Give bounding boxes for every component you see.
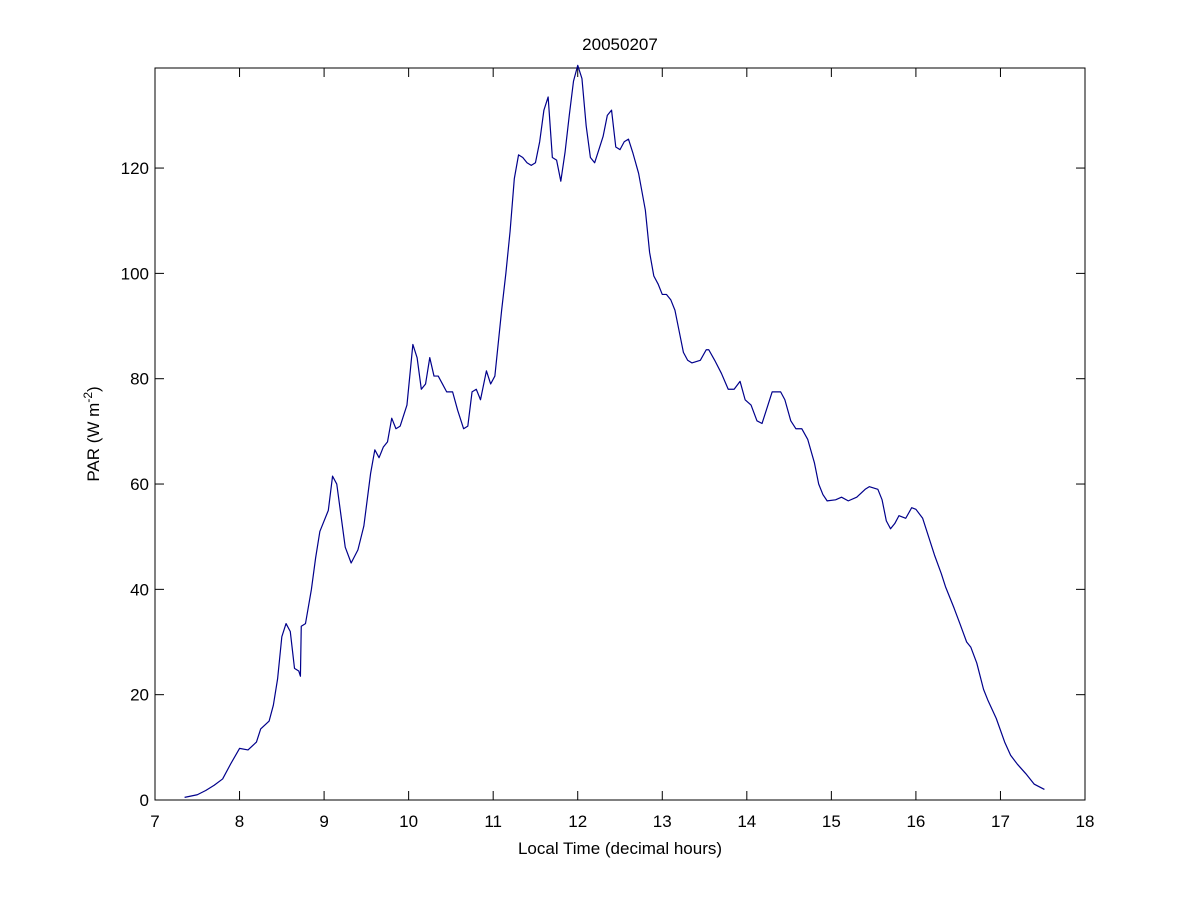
x-tick-label: 16 (906, 812, 925, 831)
data-line (184, 64, 1045, 798)
chart-title: 20050207 (582, 35, 658, 54)
y-tick-label: 40 (130, 580, 149, 599)
x-tick-label: 12 (568, 812, 587, 831)
plot-frame (154, 67, 1086, 801)
y-label-sup: -2 (81, 392, 95, 403)
x-tick-label: 11 (484, 812, 502, 831)
x-tick-label: 18 (1076, 812, 1095, 831)
x-tick-label: 17 (991, 812, 1010, 831)
x-tick-label: 15 (822, 812, 841, 831)
y-tick-label: 120 (121, 159, 149, 178)
x-axis-label: Local Time (decimal hours) (518, 839, 722, 858)
y-label-end: ) (84, 386, 103, 392)
x-tick-label: 10 (399, 812, 418, 831)
x-tick-label: 7 (150, 812, 159, 831)
x-tick-label: 9 (319, 812, 328, 831)
y-tick-label: 20 (130, 686, 149, 705)
y-tick-label: 0 (140, 791, 149, 810)
y-tick-label: 80 (130, 370, 149, 389)
y-tick-label: 100 (121, 264, 149, 283)
x-tick-label: 8 (235, 812, 244, 831)
y-tick-label: 60 (130, 475, 149, 494)
x-tick-label: 14 (737, 812, 756, 831)
y-label-main: PAR (W m (84, 403, 103, 482)
x-tick-label: 13 (653, 812, 672, 831)
y-axis-label: PAR (W m-2) (81, 386, 103, 481)
